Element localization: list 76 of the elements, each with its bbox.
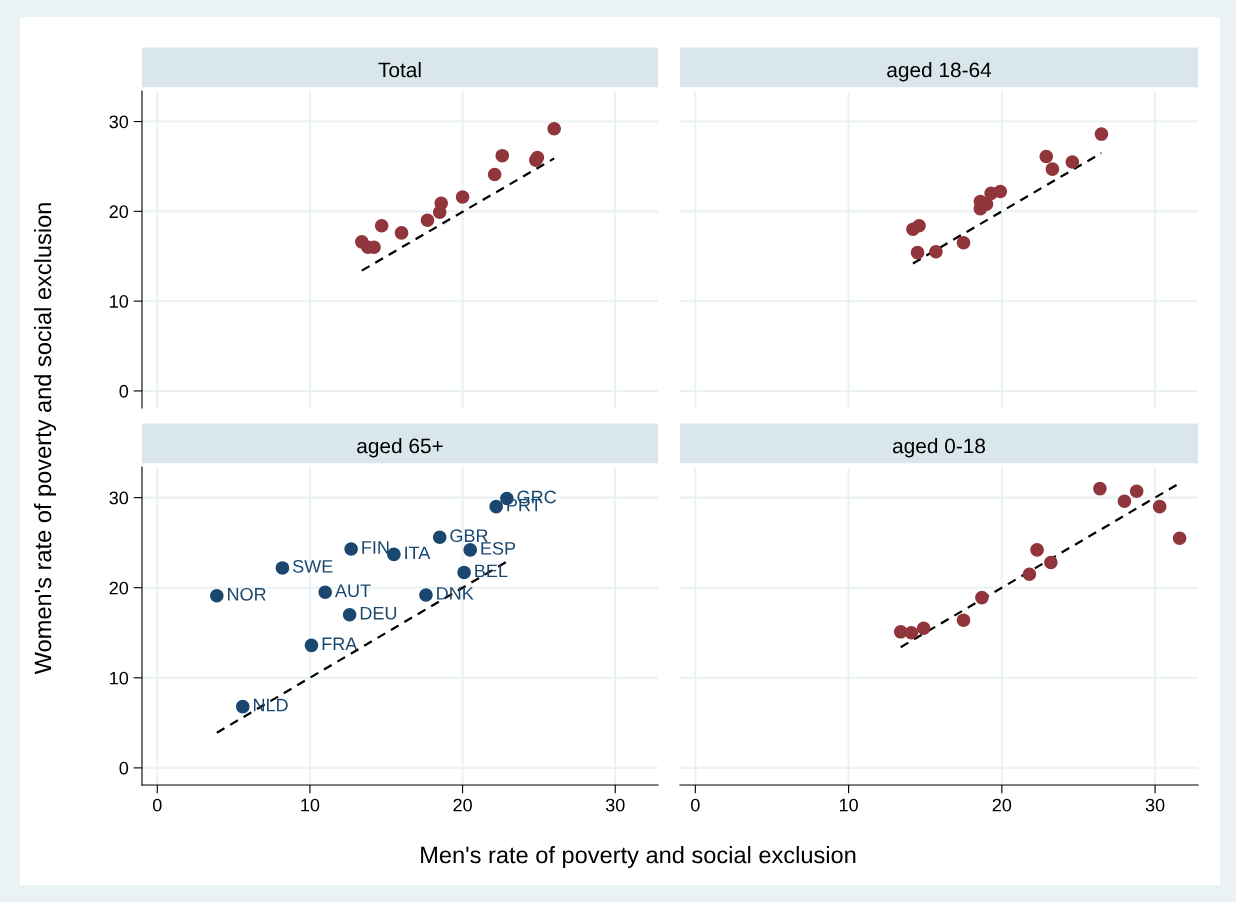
point bbox=[1044, 555, 1058, 570]
y-tick-label: 0 bbox=[119, 761, 129, 775]
point bbox=[916, 621, 931, 636]
point bbox=[1039, 149, 1054, 164]
point bbox=[1093, 481, 1107, 496]
chart-title: aged 0-18 bbox=[892, 438, 986, 458]
annotation: BEL bbox=[475, 564, 508, 578]
annotation: FRA bbox=[322, 637, 358, 651]
y-tick-label: 10 bbox=[110, 671, 129, 685]
annotation: NLD bbox=[253, 698, 288, 712]
annotation: DNK bbox=[437, 587, 474, 600]
point bbox=[904, 625, 919, 640]
point bbox=[455, 190, 470, 204]
y-tick-label: 0 bbox=[119, 384, 129, 398]
annotation: AUT bbox=[334, 584, 371, 598]
annotation: ESP bbox=[481, 541, 516, 555]
annotation: FIN bbox=[362, 541, 389, 554]
point bbox=[420, 213, 435, 228]
point bbox=[1129, 484, 1144, 499]
y-tick-label: 20 bbox=[109, 581, 129, 595]
point bbox=[432, 530, 447, 545]
point bbox=[975, 590, 989, 605]
point bbox=[1022, 567, 1037, 581]
point bbox=[495, 148, 510, 163]
point bbox=[489, 499, 503, 514]
chart-title: aged 65+ bbox=[357, 438, 443, 458]
x-tick-label: 20 bbox=[992, 798, 1012, 812]
point bbox=[394, 226, 409, 240]
y-tick-label: 10 bbox=[110, 295, 129, 308]
x-tick-label: 10 bbox=[301, 798, 320, 812]
point bbox=[1094, 127, 1109, 141]
chart-title: aged 18-64 bbox=[887, 62, 992, 82]
point bbox=[912, 218, 926, 233]
x-tick-label: 0 bbox=[691, 798, 700, 812]
point bbox=[304, 638, 319, 653]
chart-title: Total bbox=[378, 62, 421, 78]
x-tick-label: 0 bbox=[152, 798, 162, 812]
point bbox=[547, 121, 561, 136]
point bbox=[374, 218, 389, 233]
y-tick-label: 30 bbox=[109, 491, 129, 505]
y-tick-label: 30 bbox=[109, 115, 129, 129]
y-tick-label: 20 bbox=[109, 205, 129, 219]
x-tick-label: 10 bbox=[839, 798, 858, 812]
point bbox=[344, 542, 358, 556]
point bbox=[1152, 499, 1167, 514]
x-axis-title: Men's rate of poverty and social exclusion bbox=[421, 845, 856, 869]
point bbox=[910, 245, 925, 260]
point bbox=[929, 244, 943, 259]
point bbox=[235, 699, 250, 714]
point bbox=[1030, 543, 1044, 557]
point bbox=[457, 565, 471, 580]
point bbox=[1045, 162, 1060, 176]
point bbox=[993, 184, 1008, 199]
x-tick-label: 30 bbox=[605, 798, 625, 812]
point bbox=[463, 543, 477, 557]
point bbox=[956, 613, 971, 627]
y-axis-title: Women's rate of poverty and social exclusion bbox=[34, 203, 57, 675]
annotation: SWE bbox=[292, 559, 333, 573]
x-tick-label: 30 bbox=[1145, 798, 1165, 812]
point bbox=[1065, 155, 1080, 169]
point bbox=[419, 588, 433, 602]
point bbox=[1172, 531, 1187, 545]
point bbox=[434, 196, 448, 211]
point bbox=[387, 547, 401, 562]
annotation: ITA bbox=[405, 546, 431, 560]
point bbox=[487, 167, 502, 182]
annotation: DEU bbox=[360, 606, 397, 620]
point bbox=[318, 585, 332, 599]
point bbox=[210, 589, 224, 603]
point bbox=[956, 236, 971, 250]
point bbox=[342, 607, 357, 622]
point bbox=[1117, 494, 1132, 508]
point bbox=[275, 561, 290, 575]
x-tick-label: 20 bbox=[453, 798, 472, 812]
annotation: GBR bbox=[450, 529, 488, 543]
annotation: NOR bbox=[228, 587, 266, 601]
